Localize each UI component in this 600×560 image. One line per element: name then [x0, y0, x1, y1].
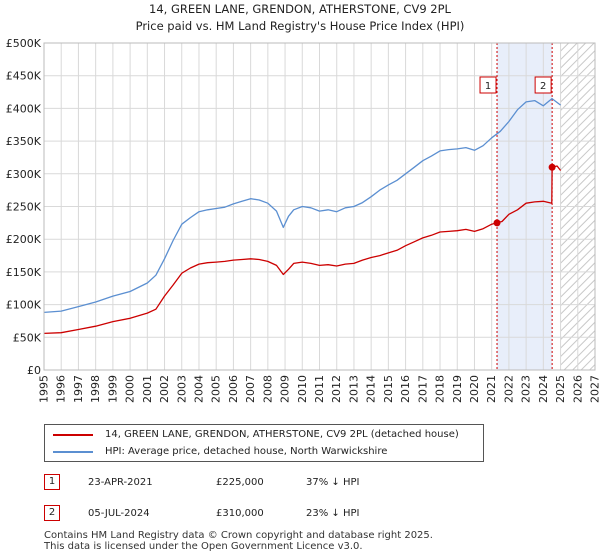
sale-point-marker [548, 163, 556, 171]
footer-line-1: Contains HM Land Registry data © Crown c… [44, 530, 433, 541]
x-tick-label: 1998 [89, 375, 102, 403]
chart-subtitle: Price paid vs. HM Land Registry's House … [136, 19, 465, 33]
transaction-hpi-diff: 37% ↓ HPI [306, 477, 360, 488]
x-tick-label: 2025 [554, 375, 567, 403]
x-tick-label: 2016 [399, 375, 412, 403]
x-tick-label: 2015 [382, 375, 395, 403]
transaction-price: £225,000 [216, 477, 264, 488]
x-tick-label: 2027 [589, 375, 600, 403]
x-tick-label: 2018 [434, 375, 447, 403]
x-tick-label: 1996 [55, 375, 68, 403]
x-tick-label: 2017 [416, 375, 429, 403]
footer-attribution: Contains HM Land Registry data © Crown c… [44, 530, 433, 552]
y-tick-label: £100K [6, 299, 42, 312]
x-tick-label: 2002 [158, 375, 171, 403]
price-chart: 14, GREEN LANE, GRENDON, ATHERSTONE, CV9… [6, 2, 600, 403]
x-tick-label: 2006 [227, 375, 240, 403]
x-tick-label: 2024 [537, 375, 550, 403]
x-tick-label: 2001 [141, 375, 154, 403]
sale-number-box [534, 76, 552, 94]
legend-label-hpi: HPI: Average price, detached house, Nort… [105, 446, 388, 457]
x-tick-label: 2019 [451, 375, 464, 403]
x-tick-label: 1999 [106, 375, 119, 403]
y-tick-label: £250K [6, 201, 42, 214]
sale-point-marker [493, 219, 501, 227]
y-tick-label: £300K [6, 168, 42, 181]
x-tick-label: 2007 [244, 375, 257, 403]
y-tick-label: £350K [6, 135, 42, 148]
x-tick-label: 2008 [261, 375, 274, 403]
x-tick-label: 2026 [571, 375, 584, 403]
y-tick-label: £0 [27, 364, 41, 377]
x-tick-label: 2013 [347, 375, 360, 403]
y-tick-label: £50K [13, 331, 42, 344]
x-tick-label: 2021 [485, 375, 498, 403]
sale-number-label: 1 [485, 81, 491, 92]
transaction-number-badge: 2 [44, 505, 60, 521]
x-tick-label: 2010 [296, 375, 309, 403]
y-tick-label: £200K [6, 233, 42, 246]
sale-number-box [479, 76, 497, 94]
legend-swatch-hpi [53, 451, 93, 453]
sale-number-label: 2 [540, 81, 546, 92]
transaction-number-badge: 1 [44, 474, 60, 490]
y-tick-label: £500K [6, 37, 42, 50]
legend-swatch-property [53, 434, 93, 436]
transaction-hpi-diff: 23% ↓ HPI [306, 508, 360, 519]
x-tick-label: 2004 [192, 375, 205, 403]
x-tick-label: 2020 [468, 375, 481, 403]
x-tick-label: 1997 [72, 375, 85, 403]
x-tick-label: 2022 [502, 375, 515, 403]
footer-line-2: This data is licensed under the Open Gov… [44, 541, 363, 552]
x-tick-label: 2005 [210, 375, 223, 403]
transaction-date: 23-APR-2021 [88, 477, 153, 488]
x-tick-label: 2023 [520, 375, 533, 403]
chart-title: 14, GREEN LANE, GRENDON, ATHERSTONE, CV9… [149, 2, 452, 16]
y-tick-label: £450K [6, 70, 42, 83]
transaction-date: 05-JUL-2024 [88, 508, 150, 519]
x-tick-label: 2014 [365, 375, 378, 403]
x-tick-label: 2000 [124, 375, 137, 403]
x-tick-label: 2003 [175, 375, 188, 403]
x-tick-label: 1995 [38, 375, 51, 403]
hpi-line [43, 97, 561, 314]
transaction-price: £310,000 [216, 508, 264, 519]
x-tick-label: 2011 [313, 375, 326, 403]
x-tick-label: 2012 [330, 375, 343, 403]
legend: 14, GREEN LANE, GRENDON, ATHERSTONE, CV9… [44, 424, 484, 462]
y-tick-label: £400K [6, 102, 42, 115]
legend-label-property: 14, GREEN LANE, GRENDON, ATHERSTONE, CV9… [105, 429, 459, 440]
plot-frame [43, 42, 596, 371]
x-tick-label: 2009 [279, 375, 292, 403]
y-tick-label: £150K [6, 266, 42, 279]
